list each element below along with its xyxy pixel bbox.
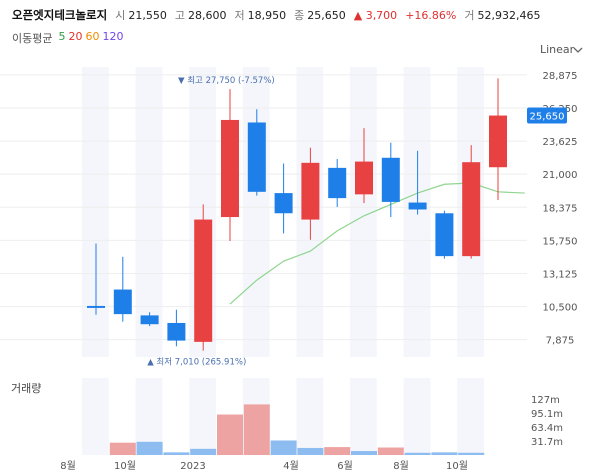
candle-down <box>87 305 105 308</box>
candle-down <box>140 315 159 325</box>
low-value: 18,950 <box>247 8 287 22</box>
x-axis-label: 10월 <box>114 460 136 472</box>
x-axis-label: 8월 <box>60 460 76 472</box>
candle-down <box>247 122 266 192</box>
volume-tick-label: 63.4m <box>531 423 563 434</box>
price-tick-label: 15,750 <box>543 236 578 247</box>
ma-5-label: 5 <box>58 30 66 43</box>
volume-band <box>403 378 431 455</box>
price-tick-label: 21,000 <box>543 170 578 181</box>
last-price-badge <box>527 107 567 124</box>
x-axis-label: 6월 <box>337 460 353 472</box>
ma-120-label: 120 <box>102 30 124 43</box>
volume-tick-label: 127m <box>531 395 560 406</box>
volume-band <box>457 378 484 455</box>
volume-bar-down <box>351 451 377 455</box>
open-value: 21,550 <box>128 8 167 22</box>
candle-down <box>435 213 454 257</box>
volume-band <box>296 378 324 455</box>
high-label: 고 <box>174 9 185 22</box>
price-band <box>403 67 431 357</box>
candle-up <box>462 162 481 257</box>
price-tick-label: 13,125 <box>543 269 578 280</box>
x-axis-label: 4월 <box>283 460 299 472</box>
chevron-down-icon[interactable] <box>573 47 583 53</box>
change-value: ▲ 3,700 <box>353 8 398 22</box>
moving-average-legend[interactable]: 이동평균 5 20 60 120 <box>12 30 123 46</box>
volume-label: 거 <box>464 9 475 22</box>
volume-bar-up <box>377 447 404 455</box>
volume-bar-down <box>163 452 190 455</box>
stock-name: 오픈엣지테크놀로지 <box>12 8 108 22</box>
price-band <box>242 67 270 357</box>
candle-up <box>489 115 507 168</box>
volume-bar-up <box>217 414 243 455</box>
high-annotation: ▼ 최고 27,750 (-7.57%) <box>178 75 275 86</box>
volume-band <box>189 378 216 455</box>
volume-bar-down <box>270 440 297 455</box>
price-tick-label: 23,625 <box>543 137 578 148</box>
candle-up <box>194 219 213 342</box>
low-label: 저 <box>234 9 245 22</box>
candle-down <box>408 202 427 210</box>
volume-band <box>350 378 377 455</box>
volume-band <box>82 378 109 455</box>
volume-tick-label: 31.7m <box>531 437 563 448</box>
price-tick-label: 28,875 <box>543 71 578 82</box>
ma-20-label: 20 <box>68 30 83 43</box>
candle-down <box>113 289 132 315</box>
volume-value: 52,932,465 <box>477 8 541 22</box>
candle-up <box>301 162 320 220</box>
volume-bar-up <box>243 404 270 455</box>
price-tick-label: 18,375 <box>543 203 578 214</box>
volume-pane-title: 거래량 <box>11 382 42 395</box>
last-price-label: 25,650 <box>530 112 565 123</box>
high-value: 28,600 <box>187 8 227 22</box>
ma-60-label: 60 <box>85 30 100 43</box>
x-axis-label: 8월 <box>393 460 409 472</box>
volume-tick-label: 95.1m <box>531 409 563 420</box>
low-annotation: ▲ 최저 7,010 (265.91%) <box>147 357 246 368</box>
candle-down <box>328 167 347 199</box>
volume-bar-down <box>136 441 163 455</box>
volume-bar-down <box>431 452 458 455</box>
open-label: 시 <box>115 9 126 22</box>
candle-down <box>274 193 293 214</box>
candle-down <box>381 157 400 202</box>
change-percent: +16.86% <box>405 8 457 22</box>
volume-bar-down <box>190 448 217 455</box>
price-band <box>135 67 163 357</box>
close-value: 25,650 <box>307 8 346 22</box>
price-tick-label: 7,875 <box>546 336 575 347</box>
volume-bar-down <box>458 452 485 455</box>
volume-bar-down <box>404 452 431 455</box>
price-band <box>82 67 109 357</box>
volume-bar-down <box>297 447 324 455</box>
candle-down <box>167 322 186 341</box>
candle-up <box>221 119 239 218</box>
close-label: 종 <box>294 9 305 22</box>
x-axis-label: 10월 <box>446 460 468 472</box>
price-tick-label: 10,500 <box>543 303 578 314</box>
volume-bar-up <box>109 442 136 455</box>
ma-legend-title: 이동평균 <box>12 32 53 45</box>
x-axis-label: 2023 <box>180 461 205 472</box>
candle-up <box>355 161 373 195</box>
scale-mode-select[interactable]: Linear <box>540 43 575 56</box>
volume-bar-up <box>324 447 351 455</box>
quote-header: 오픈엣지테크놀로지 시 21,550 고 28,600 저 18,950 종 25,65… <box>12 6 548 24</box>
